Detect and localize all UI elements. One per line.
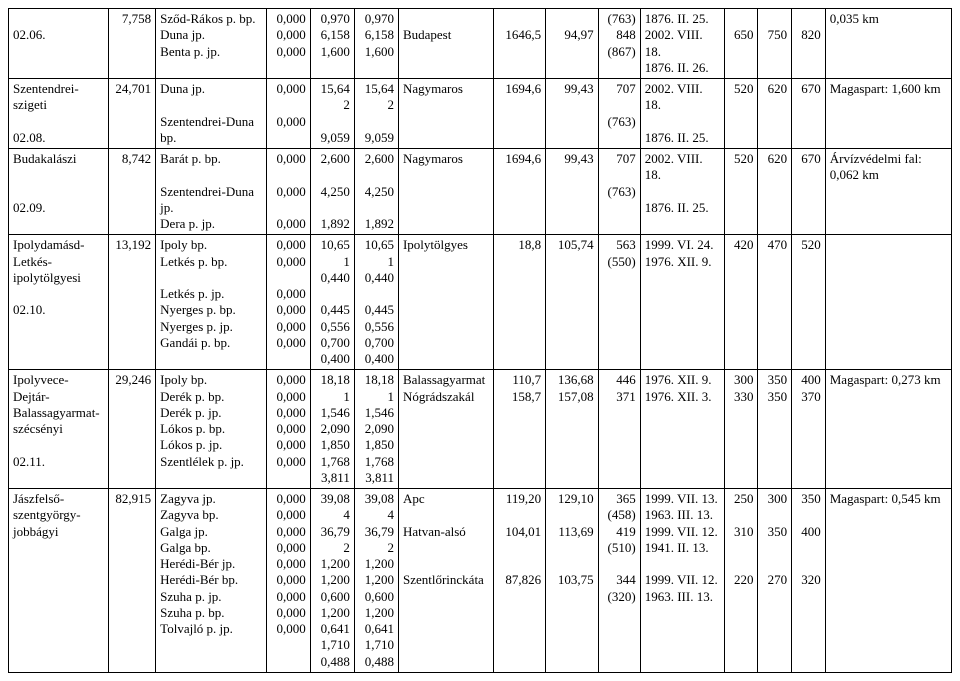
subseg-cell: Zagyva jp.Zagyva bp.Galga jp.Galga bp.He…: [156, 489, 266, 673]
gauge-cell: Ipolytölgyes: [398, 235, 493, 370]
v13-cell: 350 400 320: [792, 489, 826, 673]
val8-cell: 105,74: [546, 235, 599, 370]
subseg-cell: Sződ-Rákos p. bp.Duna jp.Benta p. jp.: [156, 9, 266, 79]
note-cell: Magaspart: 0,273 km: [825, 370, 951, 489]
id-name-cell: Ipolydamásd-Letkés-ipolytölgyesi 02.10.: [9, 235, 109, 370]
km-from-cell: 0,0000,0000,000: [266, 9, 310, 79]
val7-cell: 1646,5: [493, 9, 546, 79]
date-cell: 2002. VIII. 18. 1876. II. 25.: [640, 149, 724, 235]
v12-cell: 470: [758, 235, 792, 370]
val7-cell: 119,20 104,01 87,826: [493, 489, 546, 673]
val8-cell: 94,97: [546, 9, 599, 79]
val9-cell: 707 (763): [598, 79, 640, 149]
v12-cell: 620: [758, 149, 792, 235]
km-from-cell: 0,000 0,000: [266, 79, 310, 149]
km-len2-cell: 10,6510,440 0,4450,5560,7000,400: [354, 235, 398, 370]
date-cell: 1976. XII. 9.1976. XII. 3.: [640, 370, 724, 489]
km-len2-cell: 39,08436,7921,2001,2000,6001,2000,6411,7…: [354, 489, 398, 673]
val8-cell: 129,10 113,69 103,75: [546, 489, 599, 673]
table-row: Szentendrei-szigeti 02.08.24,701Duna jp.…: [9, 79, 952, 149]
subseg-cell: Ipoly bp.Letkés p. bp. Letkés p. jp.Nyer…: [156, 235, 266, 370]
v12-cell: 300 350 270: [758, 489, 792, 673]
v13-cell: 820: [792, 9, 826, 79]
v11-cell: 650: [724, 9, 758, 79]
km-len1-cell: 0,9706,1581,600: [310, 9, 354, 79]
area-cell: 13,192: [108, 235, 155, 370]
area-cell: 7,758: [108, 9, 155, 79]
table-row: Jászfelső-szentgyörgy-jobbágyi82,915Zagy…: [9, 489, 952, 673]
id-name-cell: 02.06.: [9, 9, 109, 79]
val7-cell: 1694,6: [493, 149, 546, 235]
subseg-cell: Ipoly bp.Derék p. bp.Derék p. jp.Lókos p…: [156, 370, 266, 489]
area-cell: 29,246: [108, 370, 155, 489]
main-table: 02.06.7,758Sződ-Rákos p. bp.Duna jp.Bent…: [8, 8, 952, 673]
note-cell: 0,035 km: [825, 9, 951, 79]
km-len2-cell: 0,9706,1581,600: [354, 9, 398, 79]
val8-cell: 99,43: [546, 149, 599, 235]
id-name-cell: Szentendrei-szigeti 02.08.: [9, 79, 109, 149]
v13-cell: 670: [792, 79, 826, 149]
km-len2-cell: 2,600 4,250 1,892: [354, 149, 398, 235]
gauge-cell: BalassagyarmatNógrádszakál: [398, 370, 493, 489]
val9-cell: 446371: [598, 370, 640, 489]
val9-cell: (763)848(867): [598, 9, 640, 79]
v11-cell: 520: [724, 79, 758, 149]
val9-cell: 365(458)419(510) 344(320): [598, 489, 640, 673]
val8-cell: 136,68157,08: [546, 370, 599, 489]
v12-cell: 350350: [758, 370, 792, 489]
val7-cell: 18,8: [493, 235, 546, 370]
id-name-cell: Ipolyvece-Dejtár-Balassagyarmat-szécsény…: [9, 370, 109, 489]
subseg-cell: Duna jp. Szentendrei-Dunabp.: [156, 79, 266, 149]
gauge-cell: Nagymaros: [398, 79, 493, 149]
km-len1-cell: 2,600 4,250 1,892: [310, 149, 354, 235]
note-cell: Magaspart: 1,600 km: [825, 79, 951, 149]
km-from-cell: 0,0000,000 0,0000,0000,0000,000: [266, 235, 310, 370]
id-name-cell: Jászfelső-szentgyörgy-jobbágyi: [9, 489, 109, 673]
v12-cell: 620: [758, 79, 792, 149]
km-from-cell: 0,000 0,000 0,000: [266, 149, 310, 235]
note-cell: Magaspart: 0,545 km: [825, 489, 951, 673]
gauge-cell: Nagymaros: [398, 149, 493, 235]
km-len2-cell: 18,1811,5462,0901,8501,7683,811: [354, 370, 398, 489]
val9-cell: 707 (763): [598, 149, 640, 235]
table-row: 02.06.7,758Sződ-Rákos p. bp.Duna jp.Bent…: [9, 9, 952, 79]
v12-cell: 750: [758, 9, 792, 79]
km-from-cell: 0,0000,0000,0000,0000,0000,000: [266, 370, 310, 489]
val7-cell: 110,7158,7: [493, 370, 546, 489]
table-row: Ipolyvece-Dejtár-Balassagyarmat-szécsény…: [9, 370, 952, 489]
area-cell: 24,701: [108, 79, 155, 149]
km-len2-cell: 15,642 9,059: [354, 79, 398, 149]
v13-cell: 400370: [792, 370, 826, 489]
km-len1-cell: 39,08436,7921,2001,2000,6001,2000,6411,7…: [310, 489, 354, 673]
table-row: Budakalászi 02.09.8,742Barát p. bp. Szen…: [9, 149, 952, 235]
km-from-cell: 0,0000,0000,0000,0000,0000,0000,0000,000…: [266, 489, 310, 673]
v11-cell: 420: [724, 235, 758, 370]
date-cell: 1876. II. 25.2002. VIII. 18.1876. II. 26…: [640, 9, 724, 79]
gauge-cell: Apc Hatvan-alsó Szentlőrinckáta: [398, 489, 493, 673]
v11-cell: 300330: [724, 370, 758, 489]
km-len1-cell: 15,642 9,059: [310, 79, 354, 149]
v11-cell: 520: [724, 149, 758, 235]
subseg-cell: Barát p. bp. Szentendrei-Dunajp.Dera p. …: [156, 149, 266, 235]
date-cell: 2002. VIII. 18. 1876. II. 25.: [640, 79, 724, 149]
val8-cell: 99,43: [546, 79, 599, 149]
id-name-cell: Budakalászi 02.09.: [9, 149, 109, 235]
date-cell: 1999. VII. 13.1963. III. 13.1999. VII. 1…: [640, 489, 724, 673]
area-cell: 82,915: [108, 489, 155, 673]
note-cell: Árvízvédelmi fal:0,062 km: [825, 149, 951, 235]
val7-cell: 1694,6: [493, 79, 546, 149]
v13-cell: 670: [792, 149, 826, 235]
date-cell: 1999. VI. 24.1976. XII. 9.: [640, 235, 724, 370]
v11-cell: 250 310 220: [724, 489, 758, 673]
val9-cell: 563(550): [598, 235, 640, 370]
table-row: Ipolydamásd-Letkés-ipolytölgyesi 02.10.1…: [9, 235, 952, 370]
area-cell: 8,742: [108, 149, 155, 235]
km-len1-cell: 10,6510,440 0,4450,5560,7000,400: [310, 235, 354, 370]
km-len1-cell: 18,1811,5462,0901,8501,7683,811: [310, 370, 354, 489]
gauge-cell: Budapest: [398, 9, 493, 79]
note-cell: [825, 235, 951, 370]
v13-cell: 520: [792, 235, 826, 370]
